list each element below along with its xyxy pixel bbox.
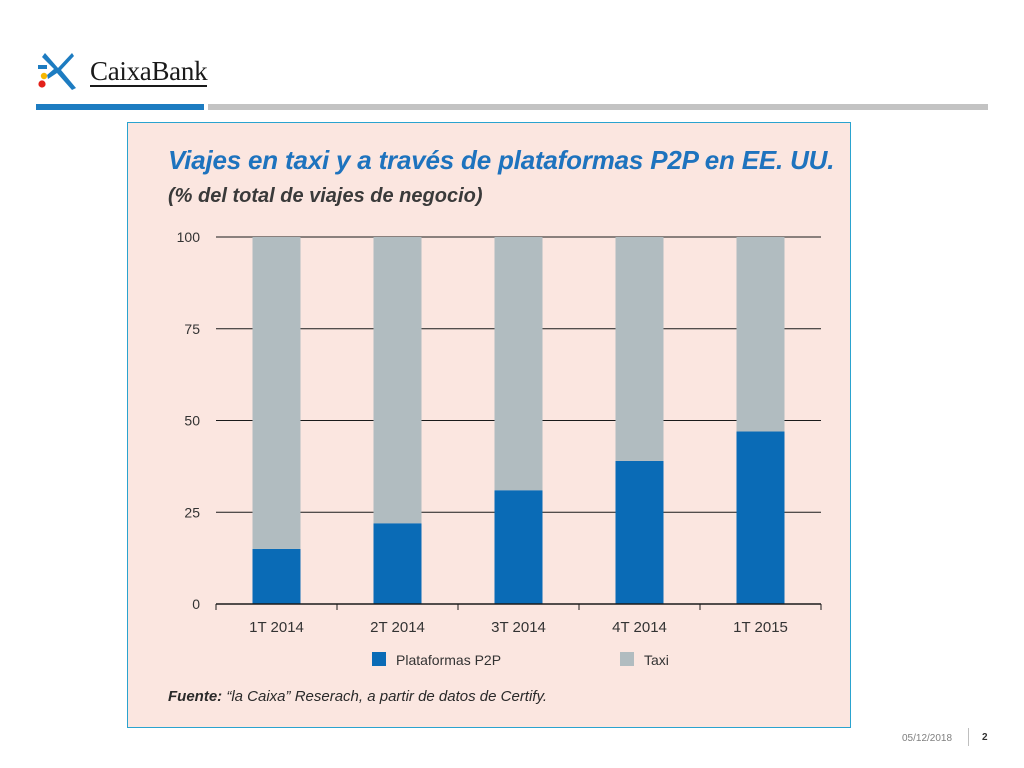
x-tick-label: 3T 2014 <box>491 619 546 636</box>
legend-label: Plataformas P2P <box>396 652 501 668</box>
source-label: Fuente: <box>168 688 223 705</box>
x-tick-label: 1T 2014 <box>249 619 304 636</box>
x-tick-label: 1T 2015 <box>733 619 788 636</box>
y-tick-label: 75 <box>184 321 200 337</box>
footer-date: 05/12/2018 <box>902 733 953 744</box>
bar-segment <box>252 237 301 549</box>
bar-segment <box>736 431 785 604</box>
bar-segment <box>615 237 664 461</box>
bar-segment <box>494 237 543 491</box>
bar-segment <box>252 548 301 604</box>
footer-separator <box>968 728 969 746</box>
header-rule-grey <box>208 104 988 110</box>
legend-swatch <box>620 652 634 666</box>
y-tick-label: 100 <box>177 229 201 245</box>
brand-name: CaixaBank <box>90 55 208 87</box>
chart-title: Viajes en taxi y a través de plataformas… <box>168 145 835 175</box>
y-tick-label: 25 <box>184 504 200 520</box>
chart-panel: Viajes en taxi y a través de plataformas… <box>127 122 851 728</box>
source-text: “la Caixa” Reserach, a partir de datos d… <box>222 688 548 705</box>
legend-label: Taxi <box>644 652 669 668</box>
bar-segment <box>736 237 785 432</box>
header-rule-blue <box>36 104 204 110</box>
legend-swatch <box>372 652 386 666</box>
x-tick-label: 2T 2014 <box>370 619 425 636</box>
page-number: 2 <box>982 732 988 743</box>
bar-segment <box>615 460 664 604</box>
chart-subtitle: (% del total de viajes de negocio) <box>168 185 483 207</box>
bar-segment <box>373 237 422 524</box>
caixabank-logo: CaixaBank <box>36 50 208 94</box>
y-tick-label: 50 <box>184 413 200 429</box>
stacked-bar-chart: 0 25 50 75 100 1T 2014 2T 2014 3T 2014 4T 2014 1T… <box>177 229 822 668</box>
source-note: Fuente: “la Caixa” Reserach, a partir de… <box>168 688 547 705</box>
bar-segment <box>373 523 422 604</box>
bar-segment <box>494 490 543 604</box>
star-logo-icon <box>38 53 76 90</box>
y-tick-label: 0 <box>192 596 200 612</box>
x-tick-label: 4T 2014 <box>612 619 667 636</box>
